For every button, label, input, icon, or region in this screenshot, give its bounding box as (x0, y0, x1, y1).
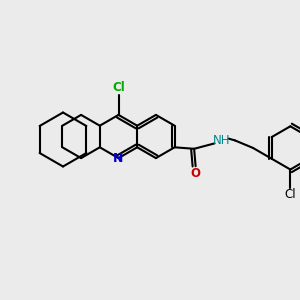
Text: Cl: Cl (284, 188, 296, 202)
Text: Cl: Cl (112, 81, 125, 94)
Text: N: N (113, 152, 124, 165)
Text: O: O (190, 167, 201, 180)
Text: NH: NH (213, 134, 231, 147)
